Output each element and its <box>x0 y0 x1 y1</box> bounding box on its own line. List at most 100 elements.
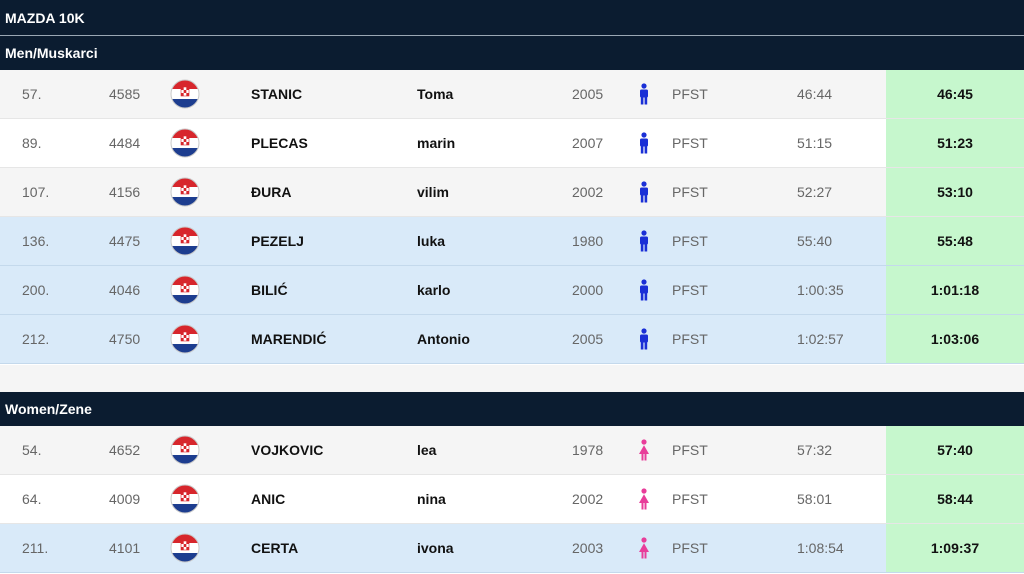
bib-number: 4009 <box>109 491 141 507</box>
croatia-flag-icon <box>170 266 200 314</box>
result-row[interactable]: 211. 4101 CERTA ivona 2003 PFST 1:08:54 … <box>0 524 1024 573</box>
croatia-flag-icon <box>170 168 200 216</box>
first-name: lea <box>417 442 437 458</box>
result-row[interactable]: 57. 4585 STANIC Toma 2005 PFST 46:44 46:… <box>0 70 1024 119</box>
position: 57. <box>22 86 42 102</box>
finish-time: 1:03:06 <box>886 315 1024 363</box>
birth-year: 2005 <box>572 331 604 347</box>
result-row[interactable]: 89. 4484 PLECAS marin 2007 PFST 51:15 51… <box>0 119 1024 168</box>
last-name: ĐURA <box>251 184 292 200</box>
club: PFST <box>672 540 708 556</box>
croatia-flag-icon <box>170 475 200 523</box>
net-time: 1:00:35 <box>797 282 844 298</box>
last-name: VOJKOVIC <box>251 442 324 458</box>
club: PFST <box>672 233 708 249</box>
croatia-flag-icon <box>170 426 200 474</box>
first-name: nina <box>417 491 446 507</box>
bib-number: 4101 <box>109 540 141 556</box>
section-header-women: Women/Zene <box>0 392 1024 426</box>
section-header-men: Men/Muskarci <box>0 36 1024 70</box>
result-row[interactable]: 136. 4475 PEZELJ luka 1980 PFST 55:40 55… <box>0 217 1024 266</box>
birth-year: 2007 <box>572 135 604 151</box>
position: 136. <box>22 233 50 249</box>
club: PFST <box>672 135 708 151</box>
result-row[interactable]: 54. 4652 VOJKOVIC lea 1978 PFST 57:32 57… <box>0 426 1024 475</box>
bib-number: 4156 <box>109 184 141 200</box>
male-icon <box>637 168 651 216</box>
bib-number: 4585 <box>109 86 141 102</box>
birth-year: 2002 <box>572 491 604 507</box>
birth-year: 2005 <box>572 86 604 102</box>
male-icon <box>637 315 651 363</box>
net-time: 1:02:57 <box>797 331 844 347</box>
club: PFST <box>672 442 708 458</box>
title-divider <box>0 35 1024 36</box>
net-time: 46:44 <box>797 86 833 102</box>
male-icon <box>637 70 651 118</box>
last-name: BILIĆ <box>251 282 288 298</box>
birth-year: 1980 <box>572 233 604 249</box>
club: PFST <box>672 184 708 200</box>
position: 200. <box>22 282 50 298</box>
birth-year: 1978 <box>572 442 604 458</box>
male-icon <box>637 119 651 167</box>
last-name: STANIC <box>251 86 303 102</box>
female-icon <box>637 475 651 523</box>
bib-number: 4750 <box>109 331 141 347</box>
club: PFST <box>672 331 708 347</box>
first-name: Antonio <box>417 331 470 347</box>
position: 211. <box>22 540 49 556</box>
bib-number: 4484 <box>109 135 141 151</box>
first-name: ivona <box>417 540 454 556</box>
section-title: Women/Zene <box>5 401 92 417</box>
net-time: 51:15 <box>797 135 833 151</box>
female-icon <box>637 426 651 474</box>
finish-time: 1:01:18 <box>886 266 1024 314</box>
birth-year: 2003 <box>572 540 604 556</box>
croatia-flag-icon <box>170 217 200 265</box>
last-name: MARENDIĆ <box>251 331 327 347</box>
section-title: Men/Muskarci <box>5 45 98 61</box>
last-name: PEZELJ <box>251 233 304 249</box>
result-row[interactable]: 107. 4156 ĐURA vilim 2002 PFST 52:27 53:… <box>0 168 1024 217</box>
birth-year: 2000 <box>572 282 604 298</box>
finish-time: 58:44 <box>886 475 1024 523</box>
male-icon <box>637 217 651 265</box>
result-row[interactable]: 200. 4046 BILIĆ karlo 2000 PFST 1:00:35 … <box>0 266 1024 315</box>
last-name: ANIC <box>251 491 286 507</box>
club: PFST <box>672 491 708 507</box>
position: 107. <box>22 184 50 200</box>
position: 54. <box>22 442 42 458</box>
bib-number: 4475 <box>109 233 141 249</box>
first-name: marin <box>417 135 456 151</box>
croatia-flag-icon <box>170 524 200 572</box>
result-row[interactable]: 64. 4009 ANIC nina 2002 PFST 58:01 58:44 <box>0 475 1024 524</box>
croatia-flag-icon <box>170 315 200 363</box>
bib-number: 4652 <box>109 442 141 458</box>
finish-time: 55:48 <box>886 217 1024 265</box>
first-name: vilim <box>417 184 449 200</box>
finish-time: 1:09:37 <box>886 524 1024 572</box>
first-name: karlo <box>417 282 451 298</box>
finish-time: 53:10 <box>886 168 1024 216</box>
position: 64. <box>22 491 42 507</box>
net-time: 58:01 <box>797 491 833 507</box>
result-row[interactable]: 212. 4750 MARENDIĆ Antonio 2005 PFST 1:0… <box>0 315 1024 364</box>
net-time: 57:32 <box>797 442 833 458</box>
birth-year: 2002 <box>572 184 604 200</box>
club: PFST <box>672 86 708 102</box>
first-name: Toma <box>417 86 454 102</box>
last-name: PLECAS <box>251 135 308 151</box>
croatia-flag-icon <box>170 119 200 167</box>
first-name: luka <box>417 233 446 249</box>
net-time: 52:27 <box>797 184 833 200</box>
croatia-flag-icon <box>170 70 200 118</box>
net-time: 55:40 <box>797 233 833 249</box>
race-title-bar: MAZDA 10K <box>0 0 1024 35</box>
race-title: MAZDA 10K <box>5 9 85 26</box>
position: 89. <box>22 135 42 151</box>
bib-number: 4046 <box>109 282 141 298</box>
finish-time: 51:23 <box>886 119 1024 167</box>
section-spacer <box>0 365 1024 392</box>
finish-time: 46:45 <box>886 70 1024 118</box>
